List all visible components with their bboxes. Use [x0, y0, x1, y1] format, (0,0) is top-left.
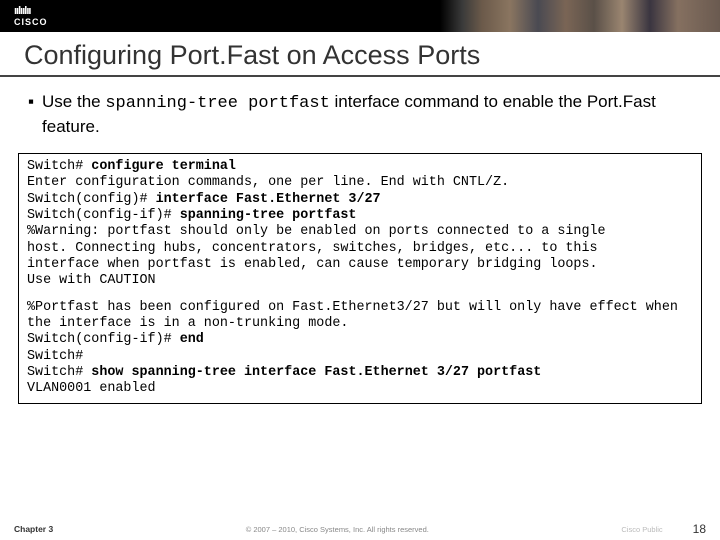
terminal-line: Switch# configure terminal — [27, 159, 693, 175]
title-bar: Configuring Port.Fast on Access Ports — [0, 32, 720, 77]
cisco-logo: ıılıılıı CISCO — [14, 5, 48, 27]
cisco-bars-icon: ıılıılıı — [14, 5, 30, 17]
intro-command: spanning-tree portfast — [105, 94, 329, 113]
footer-page: 18 — [693, 522, 706, 536]
intro-bullet: ▪ Use the spanning-tree portfast interfa… — [28, 91, 692, 139]
terminal-line: Switch(config-if)# spanning-tree portfas… — [27, 208, 693, 224]
footer-copyright: © 2007 – 2010, Cisco Systems, Inc. All r… — [53, 525, 621, 534]
bullet-icon: ▪ — [28, 91, 34, 139]
terminal-separator — [27, 290, 693, 300]
terminal-line: Enter configuration commands, one per li… — [27, 175, 693, 191]
intro-block: ▪ Use the spanning-tree portfast interfa… — [0, 91, 720, 153]
footer-label: Cisco Public — [621, 525, 662, 534]
page-title: Configuring Port.Fast on Access Ports — [24, 40, 696, 71]
terminal-line: Switch(config-if)# end — [27, 332, 693, 348]
terminal-block-1: Switch# configure terminalEnter configur… — [27, 159, 693, 290]
terminal-line: %Portfast has been configured on Fast.Et… — [27, 300, 693, 333]
terminal-block-2: %Portfast has been configured on Fast.Et… — [27, 300, 693, 398]
terminal-line: Switch# — [27, 349, 693, 365]
terminal-line: Use with CAUTION — [27, 273, 693, 289]
top-banner: ıılıılıı CISCO — [0, 0, 720, 32]
terminal-line: host. Connecting hubs, concentrators, sw… — [27, 241, 693, 257]
terminal-line: interface when portfast is enabled, can … — [27, 257, 693, 273]
terminal-line: Switch(config)# interface Fast.Ethernet … — [27, 192, 693, 208]
intro-text-before: Use the — [42, 92, 105, 111]
terminal-line: VLAN0001 enabled — [27, 381, 693, 397]
footer: Chapter 3 © 2007 – 2010, Cisco Systems, … — [0, 518, 720, 540]
banner-photo — [440, 0, 720, 32]
footer-chapter: Chapter 3 — [14, 524, 53, 534]
terminal-line: Switch# show spanning-tree interface Fas… — [27, 365, 693, 381]
terminal-line: %Warning: portfast should only be enable… — [27, 224, 693, 240]
terminal-box: Switch# configure terminalEnter configur… — [18, 153, 702, 404]
cisco-logo-text: CISCO — [14, 17, 48, 27]
intro-text: Use the spanning-tree portfast interface… — [42, 91, 692, 139]
